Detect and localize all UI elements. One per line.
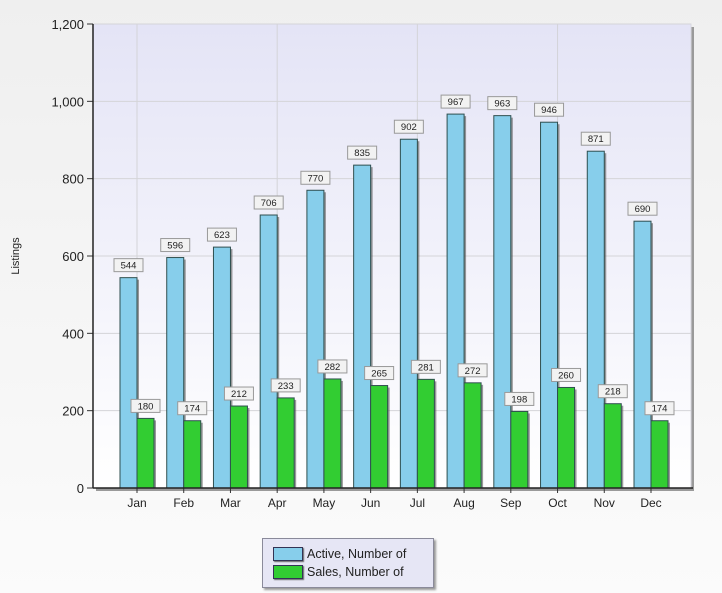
- x-tick-label: Nov: [594, 496, 615, 510]
- bar-active: 902: [393, 119, 424, 489]
- x-tick-label: Jan: [127, 496, 146, 510]
- y-axis-title: Listings: [10, 237, 22, 275]
- legend-swatch-active: [273, 547, 303, 561]
- value-label: 596: [167, 241, 183, 252]
- value-label: 174: [652, 404, 668, 415]
- x-tick-label: Dec: [640, 496, 661, 510]
- value-label: 690: [635, 204, 651, 215]
- y-tick-label: 600: [62, 249, 84, 264]
- legend-swatch-sales: [273, 565, 303, 579]
- value-label: 212: [231, 389, 247, 400]
- value-label: 282: [324, 362, 340, 373]
- bar-sales: 198: [504, 391, 535, 489]
- x-tick-label: May: [313, 496, 336, 510]
- bar-sales: 282: [317, 359, 348, 489]
- value-label: 198: [511, 394, 527, 405]
- value-label: 623: [214, 230, 230, 241]
- legend: Active, Number of Sales, Number of: [262, 538, 434, 588]
- legend-item-sales: Sales, Number of: [273, 563, 433, 581]
- value-label: 174: [184, 404, 200, 415]
- value-label: 706: [261, 198, 277, 209]
- y-tick-label: 800: [62, 172, 84, 187]
- x-tick-label: Sep: [500, 496, 522, 510]
- bars: 544 180 596 174 623 212 706 233 770 282 835 265 902 2…: [113, 94, 675, 489]
- bar-sales: 218: [597, 384, 628, 489]
- value-label: 180: [138, 401, 154, 412]
- bar-active: 835: [347, 145, 378, 489]
- bar-sales: 233: [270, 378, 301, 489]
- bar-active: 706: [253, 195, 284, 489]
- bar-sales: 281: [410, 359, 441, 489]
- value-label: 871: [588, 134, 604, 145]
- bar-active: 770: [300, 170, 331, 489]
- x-tick-label: Jun: [361, 496, 380, 510]
- x-tick-label: Jul: [410, 496, 425, 510]
- value-label: 770: [307, 173, 323, 184]
- value-label: 260: [558, 370, 574, 381]
- x-tick-label: Aug: [453, 496, 474, 510]
- value-label: 265: [371, 369, 387, 380]
- value-label: 218: [605, 387, 621, 398]
- bar-sales: 260: [551, 367, 582, 489]
- legend-label-active: Active, Number of: [307, 547, 407, 561]
- bar-sales: 174: [644, 401, 675, 489]
- value-label: 835: [354, 148, 370, 159]
- bar-sales: 180: [130, 398, 161, 489]
- value-label: 233: [278, 381, 294, 392]
- value-label: 281: [418, 362, 434, 373]
- bar-active: 946: [534, 102, 565, 489]
- x-tick-label: Feb: [173, 496, 194, 510]
- legend-label-sales: Sales, Number of: [307, 565, 404, 579]
- bar-sales: 174: [177, 401, 208, 489]
- y-tick-label: 1,000: [51, 94, 84, 109]
- value-label: 544: [121, 261, 137, 272]
- value-label: 967: [448, 97, 464, 108]
- y-tick-label: 400: [62, 326, 84, 341]
- bar-active: 871: [580, 131, 611, 489]
- y-tick-label: 200: [62, 404, 84, 419]
- legend-item-active: Active, Number of: [273, 545, 433, 563]
- x-tick-label: Apr: [268, 496, 287, 510]
- bar-active: 690: [627, 201, 658, 489]
- bar-active: 623: [206, 227, 237, 489]
- value-label: 902: [401, 122, 417, 133]
- y-tick-label: 0: [77, 481, 84, 496]
- axes: 0 200 400 600 800 1,000 1,200 Jan Feb Mar Apr May Ju…: [51, 17, 693, 510]
- bar-sales: 265: [364, 366, 395, 489]
- x-tick-label: Oct: [548, 496, 567, 510]
- bar-sales: 272: [457, 363, 488, 489]
- value-label: 963: [494, 99, 510, 110]
- value-label: 272: [465, 366, 481, 377]
- bar-sales: 212: [223, 386, 254, 489]
- value-label: 946: [541, 105, 557, 116]
- x-tick-label: Mar: [220, 496, 241, 510]
- y-tick-label: 1,200: [51, 17, 84, 32]
